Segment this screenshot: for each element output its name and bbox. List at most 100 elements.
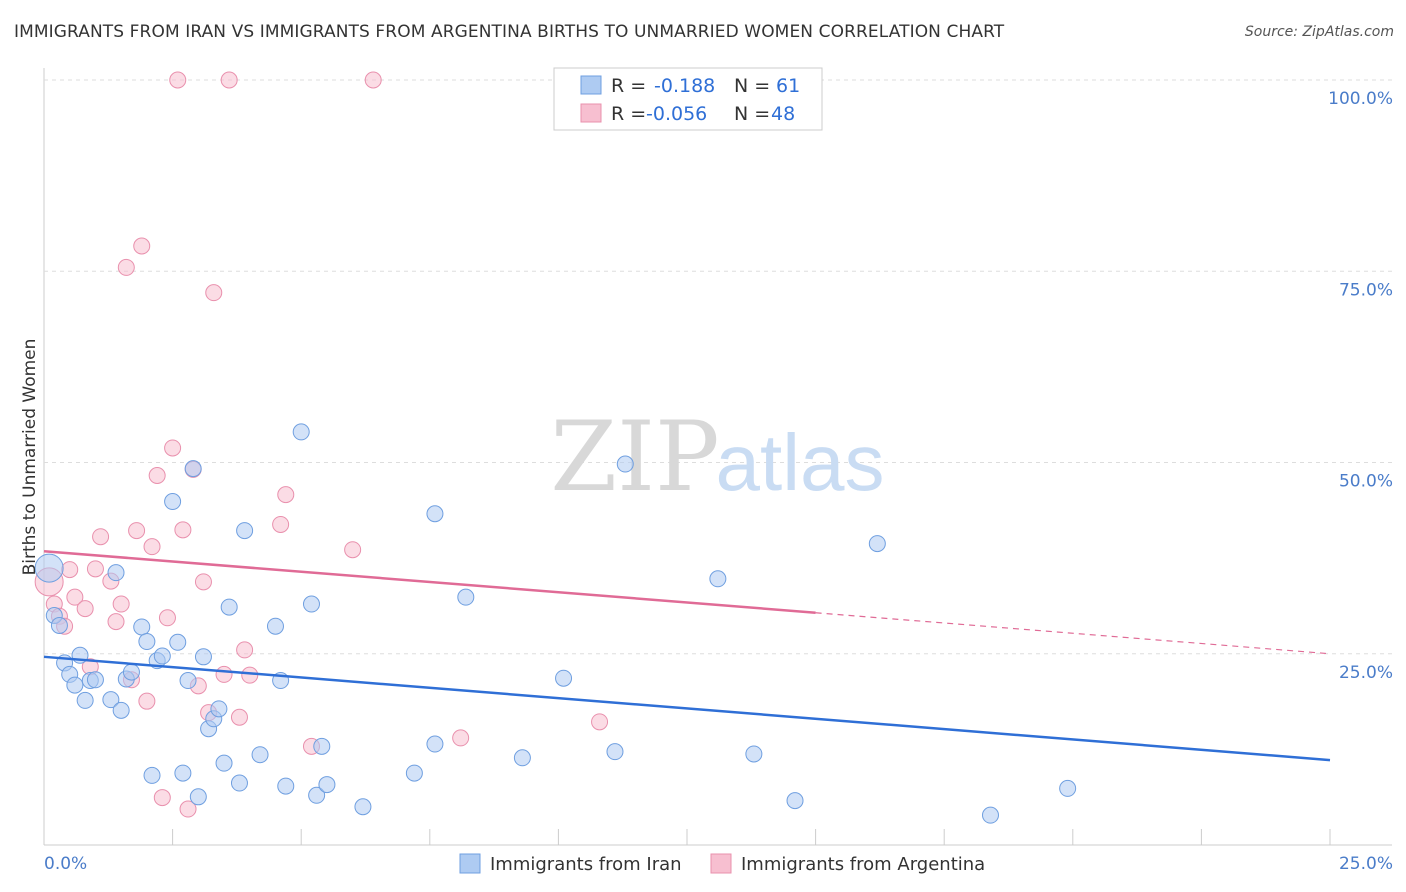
bottom-legend-argentina-swatch: [710, 853, 732, 874]
argentina-point: [112, 595, 130, 613]
iran-point: [230, 774, 248, 792]
iran-point: [220, 598, 238, 616]
chart-title: IMMIGRANTS FROM IRAN VS IMMIGRANTS FROM …: [14, 22, 1005, 42]
iran-point: [354, 798, 372, 816]
iran-point: [102, 691, 120, 709]
argentina-point: [76, 600, 94, 618]
x-tick-label-max: 25.0%: [1339, 854, 1393, 874]
argentina-point: [158, 609, 176, 627]
iran-point: [868, 535, 886, 553]
iran-point: [169, 633, 187, 651]
argentina-point: [591, 713, 609, 731]
watermark-zip: ZIP: [550, 401, 719, 513]
iran-point: [318, 776, 336, 794]
iran-point: [215, 754, 233, 772]
x-tick-marks: [43, 829, 1331, 845]
iran-point: [138, 633, 156, 651]
iran-point: [405, 764, 423, 782]
argentina-point: [174, 521, 192, 539]
argentina-point: [344, 541, 362, 559]
argentina-trend-line: [43, 549, 816, 614]
legend-box: R = -0.188 N = 61 R = -0.056 N = 48: [553, 67, 823, 131]
legend-iran-n-value: 61: [776, 75, 800, 97]
iran-point: [184, 460, 202, 478]
iran-point: [66, 676, 84, 694]
iran-point: [112, 701, 130, 719]
iran-point: [133, 618, 151, 636]
argentina-point: [241, 666, 259, 684]
argentina-point: [272, 515, 290, 533]
watermark-atlas: atlas: [716, 418, 885, 507]
iran-points: [34, 423, 1077, 824]
y-tick-label: 100.0%: [1328, 89, 1393, 109]
iran-point: [292, 423, 310, 441]
legend-argentina-swatch: [580, 103, 602, 123]
argentina-point: [143, 538, 161, 556]
iran-point: [210, 700, 228, 718]
iran-point: [189, 788, 207, 806]
iran-point: [50, 616, 68, 634]
argentina-point: [452, 729, 470, 747]
argentina-point: [230, 708, 248, 726]
iran-point: [251, 746, 269, 764]
argentina-point: [128, 522, 146, 540]
argentina-point: [153, 789, 171, 807]
iran-point: [174, 764, 192, 782]
argentina-point: [169, 71, 187, 89]
argentina-point: [205, 284, 223, 302]
argentina-trend-line-extension: [815, 612, 1331, 655]
argentina-point: [138, 692, 156, 710]
argentina-point: [164, 439, 182, 457]
argentina-point: [92, 528, 110, 546]
argentina-point: [215, 665, 233, 683]
iran-point: [745, 745, 763, 763]
legend-argentina-n-value: 48: [771, 103, 795, 125]
iran-point: [513, 749, 531, 767]
iran-point: [606, 743, 624, 761]
argentina-point: [86, 560, 104, 578]
legend-iran-n-label: N =: [734, 75, 770, 97]
iran-point: [34, 553, 64, 583]
iran-point: [76, 691, 94, 709]
iran-point: [302, 595, 320, 613]
bottom-legend-argentina-label: Immigrants from Argentina: [741, 854, 985, 875]
iran-point: [616, 455, 634, 473]
iran-point: [786, 792, 804, 810]
iran-point: [153, 647, 171, 665]
iran-point: [709, 570, 727, 588]
argentina-point: [194, 573, 212, 591]
argentina-point: [133, 237, 151, 255]
iran-point: [86, 671, 104, 689]
legend-argentina-n-label: N =: [734, 103, 770, 125]
x-tick-label-min: 0.0%: [44, 854, 87, 874]
y-axis-label: Births to Unmarried Women: [20, 339, 40, 576]
argentina-point: [117, 258, 135, 276]
y-tick-label: 50.0%: [1339, 472, 1393, 492]
iran-point: [266, 617, 284, 635]
iran-point: [194, 648, 212, 666]
iran-point: [426, 505, 444, 523]
argentina-point: [277, 486, 295, 504]
iran-point: [107, 564, 125, 582]
legend-argentina-r-label: R =: [611, 103, 646, 125]
iran-point: [164, 493, 182, 511]
argentina-point: [220, 71, 238, 89]
argentina-point: [66, 588, 84, 606]
bottom-legend-iran-label: Immigrants from Iran: [490, 854, 682, 875]
iran-point: [277, 777, 295, 795]
iran-point: [236, 522, 254, 540]
y-tick-labels: 25.0% 50.0% 75.0% 100.0%: [1328, 89, 1393, 683]
argentina-point: [107, 613, 125, 631]
argentina-point: [179, 800, 197, 818]
argentina-point: [148, 467, 166, 485]
iran-point: [555, 669, 573, 687]
iran-point: [426, 735, 444, 753]
legend-iran-r-label: R =: [611, 75, 646, 97]
legend-iran-r-value: -0.188: [654, 75, 715, 97]
bottom-legend-iran-swatch: [459, 853, 481, 874]
iran-point: [1059, 779, 1077, 797]
iran-point: [122, 663, 140, 681]
argentina-point: [236, 641, 254, 659]
argentina-point: [364, 71, 382, 89]
